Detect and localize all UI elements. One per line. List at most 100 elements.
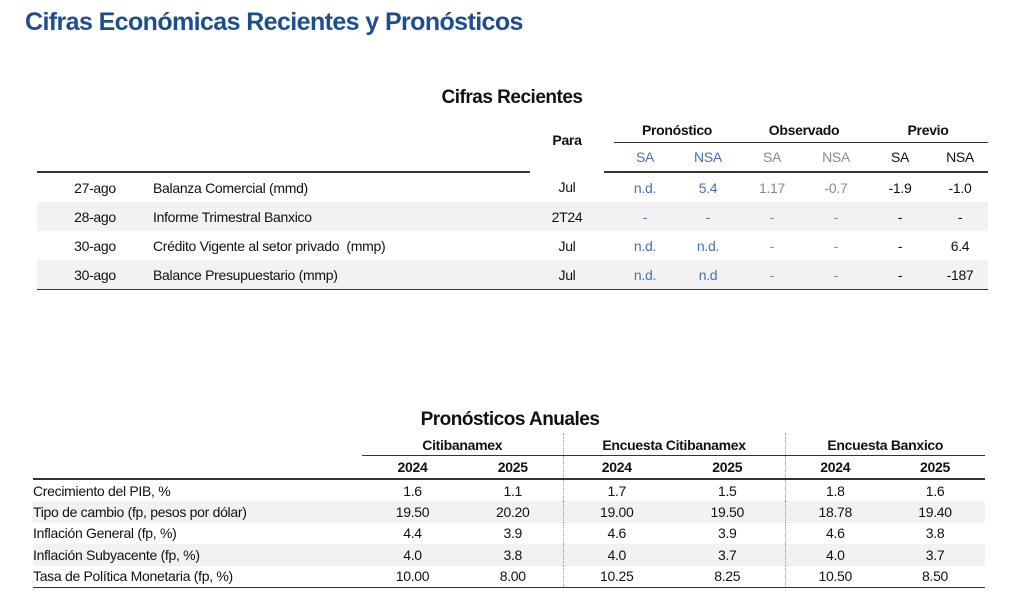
value-cell: n.d.	[633, 179, 657, 196]
recent-figures-table: Para Pronóstico Observado Previo SA NSA …	[37, 112, 989, 290]
value-cell: -	[897, 237, 903, 254]
value-cell: 3.9	[503, 525, 523, 542]
indicator-cell: Informe Trimestral Banxico	[153, 202, 530, 231]
value-cell: -	[804, 202, 869, 231]
row-label: Inflación Subyacente (fp, %)	[33, 544, 362, 566]
period-cell: 2T24	[530, 202, 604, 231]
period-cell: Jul	[558, 237, 576, 254]
value-cell: 1.17	[758, 179, 786, 196]
row-label: Tipo de cambio (fp, pesos por dólar)	[33, 501, 362, 523]
value-cell: 1.1	[503, 482, 523, 499]
section-title-anuales: Pronósticos Anuales	[420, 409, 600, 430]
value-cell: -	[614, 202, 676, 231]
value-cell: -1.0	[948, 179, 972, 196]
value-cell: 19.50	[670, 501, 786, 523]
value-cell: 4.0	[784, 544, 886, 566]
row-label: Inflación General (fp, %)	[33, 525, 177, 542]
value-cell: 6.4	[950, 237, 970, 254]
date-cell: 27-ago	[74, 179, 116, 196]
value-cell: 10.50	[784, 565, 886, 588]
period-cell: Jul	[558, 179, 576, 195]
date-cell: 30-ago	[37, 260, 153, 290]
subheader-sa: SA	[614, 142, 676, 173]
table-row: Inflación Subyacente (fp, %) 4.0 3.8 4.0…	[33, 544, 986, 566]
value-cell: -	[932, 202, 989, 231]
year-header: 2025	[885, 455, 986, 480]
annual-forecasts-table: Citibanamex Encuesta Citibanamex Encuest…	[33, 433, 986, 588]
value-cell: -	[769, 237, 775, 254]
value-cell: 1.6	[403, 482, 422, 499]
row-label: Crecimiento del PIB, %	[33, 482, 171, 499]
value-cell: -	[868, 260, 933, 290]
value-cell: -187	[932, 260, 989, 290]
table-row: Tasa de Política Monetaria (fp, %) 10.00…	[33, 565, 986, 588]
page-title: Cifras Económicas Recientes y Pronóstico…	[25, 8, 523, 36]
value-cell: n.d.	[614, 260, 676, 290]
value-cell: n.d	[676, 260, 740, 290]
value-cell: -	[740, 260, 804, 290]
value-cell: -	[676, 202, 740, 231]
subheader-sa: SA	[740, 142, 804, 173]
group-header-encuesta-citibanamex: Encuesta Citibanamex	[562, 433, 786, 456]
table-row: Tipo de cambio (fp, pesos por dólar) 19.…	[33, 501, 986, 523]
subheader-nsa: NSA	[676, 142, 740, 173]
group-header-observado: Observado	[768, 122, 840, 138]
value-cell: 3.7	[670, 544, 786, 566]
date-cell: 30-ago	[74, 237, 116, 254]
value-cell: 18.78	[784, 501, 886, 523]
indicator-cell: Crédito Vigente al setor privado (mmp)	[153, 237, 386, 254]
table-row: Crecimiento del PIB, % 1.6 1.1 1.7 1.5 1…	[33, 479, 985, 502]
value-cell: 8.50	[885, 565, 986, 588]
value-cell: 8.00	[463, 565, 564, 588]
value-cell: 1.7	[562, 479, 671, 502]
value-cell: 5.4	[698, 179, 718, 196]
value-cell: 4.0	[362, 544, 463, 566]
value-cell: -1.9	[888, 179, 912, 196]
value-cell: 10.25	[562, 565, 671, 588]
value-cell: 19.40	[885, 501, 986, 523]
group-header-encuesta-banxico: Encuesta Banxico	[784, 433, 986, 456]
section-title-recientes: Cifras Recientes	[441, 87, 583, 108]
year-header: 2024	[562, 455, 671, 480]
value-cell: -0.7	[824, 179, 848, 196]
date-cell: 28-ago	[37, 202, 153, 231]
table-row: 27-ago Balanza Comercial (mmd) Jul n.d. …	[37, 172, 988, 202]
value-cell: -	[740, 202, 804, 231]
para-header: Para	[552, 132, 582, 148]
indicator-cell: Balance Presupuestario (mmp)	[153, 260, 530, 290]
period-cell: Jul	[530, 260, 604, 290]
value-cell: 3.8	[925, 525, 945, 542]
value-cell: 4.6	[784, 522, 886, 545]
value-cell: 1.6	[925, 482, 945, 499]
row-label: Tasa de Política Monetaria (fp, %)	[33, 565, 362, 588]
indicator-cell: Balanza Comercial (mmd)	[153, 179, 308, 196]
value-cell: 10.00	[362, 565, 463, 588]
year-header: 2024	[784, 455, 886, 480]
table-row: 28-ago Informe Trimestral Banxico 2T24 -…	[37, 202, 989, 231]
value-cell: 19.50	[362, 501, 463, 523]
table-row: 30-ago Crédito Vigente al setor privado …	[37, 231, 988, 260]
year-header: 2025	[670, 455, 786, 480]
value-cell: n.d.	[633, 237, 657, 254]
group-header-previo: Previo	[907, 122, 949, 138]
value-cell: 3.7	[885, 544, 986, 566]
value-cell: -	[868, 202, 933, 231]
value-cell: n.d.	[696, 237, 720, 254]
subheader-nsa: NSA	[804, 142, 869, 173]
group-header-citibanamex: Citibanamex	[422, 437, 503, 453]
value-cell: 1.5	[717, 482, 737, 499]
value-cell: 4.4	[403, 525, 422, 542]
value-cell: 3.8	[463, 544, 564, 566]
year-header: 2024	[362, 455, 463, 480]
subheader-nsa: NSA	[932, 142, 989, 173]
value-cell: -	[804, 260, 869, 290]
value-cell: 4.0	[562, 544, 671, 566]
table-row: 30-ago Balance Presupuestario (mmp) Jul …	[37, 260, 989, 290]
value-cell: 8.25	[670, 565, 786, 588]
value-cell: 20.20	[463, 501, 564, 523]
value-cell: 19.00	[562, 501, 671, 523]
table-row: Inflación General (fp, %) 4.4 3.9 4.6 3.…	[33, 522, 985, 545]
group-header-pronostico: Pronóstico	[641, 122, 713, 138]
subheader-sa: SA	[868, 142, 933, 173]
year-header: 2025	[463, 455, 564, 480]
